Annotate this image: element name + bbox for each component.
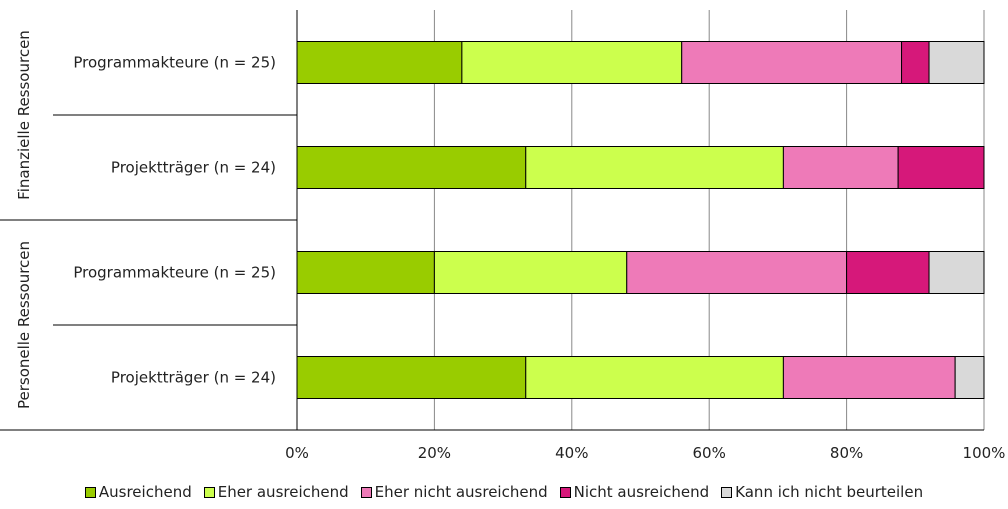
x-tick-label: 80%	[830, 444, 863, 462]
bar-segment	[296, 146, 527, 189]
group-label: Personelle Ressourcen	[15, 241, 33, 409]
bar-segment	[782, 356, 956, 399]
x-tick-label: 40%	[555, 444, 588, 462]
legend-swatch	[360, 486, 372, 498]
category-label: Projektträger (n = 24)	[111, 159, 276, 177]
legend-item: Kann ich nicht beurteilen	[721, 483, 923, 501]
bar-segment	[928, 251, 985, 294]
bar-segment	[897, 146, 985, 189]
legend-label: Eher nicht ausreichend	[374, 483, 548, 501]
legend-swatch	[559, 486, 571, 498]
bar-segment	[525, 146, 784, 189]
legend-label: Eher ausreichend	[217, 483, 349, 501]
bar-segment	[954, 356, 985, 399]
category-label: Projektträger (n = 24)	[111, 369, 276, 387]
bar-segment	[296, 251, 435, 294]
x-tick-label: 60%	[693, 444, 726, 462]
legend-swatch	[84, 486, 96, 498]
legend-swatch	[721, 486, 733, 498]
bar-segment	[296, 41, 463, 84]
category-label: Programmakteure (n = 25)	[73, 54, 276, 72]
bar-segment	[681, 41, 903, 84]
x-tick-label: 100%	[963, 444, 1006, 462]
legend-swatch	[203, 486, 215, 498]
legend-label: Ausreichend	[98, 483, 192, 501]
legend-label: Kann ich nicht beurteilen	[735, 483, 924, 501]
legend-item: Eher nicht ausreichend	[360, 483, 548, 501]
x-tick-label: 0%	[285, 444, 309, 462]
bar-segment	[525, 356, 784, 399]
bar-segment	[296, 356, 527, 399]
x-tick-label: 20%	[418, 444, 451, 462]
stacked-bar-chart: 0% 20% 40% 60% 80% 100% Programmakteure (n = 2…	[0, 10, 1006, 462]
bar-segment	[433, 251, 628, 294]
group-label: Finanzielle Ressourcen	[15, 30, 33, 200]
legend-label: Nicht ausreichend	[573, 483, 710, 501]
legend-item: Nicht ausreichend	[559, 483, 710, 501]
category-label: Programmakteure (n = 25)	[73, 264, 276, 282]
bar-segment	[461, 41, 683, 84]
bar-segment	[901, 41, 930, 84]
legend-item: Eher ausreichend	[203, 483, 349, 501]
bar-segment	[928, 41, 985, 84]
bar-segment	[626, 251, 848, 294]
chart-legend: Ausreichend Eher ausreichend Eher nicht au…	[0, 483, 1008, 501]
legend-item: Ausreichend	[84, 483, 192, 501]
bar-segment	[782, 146, 899, 189]
bar-segment	[846, 251, 930, 294]
